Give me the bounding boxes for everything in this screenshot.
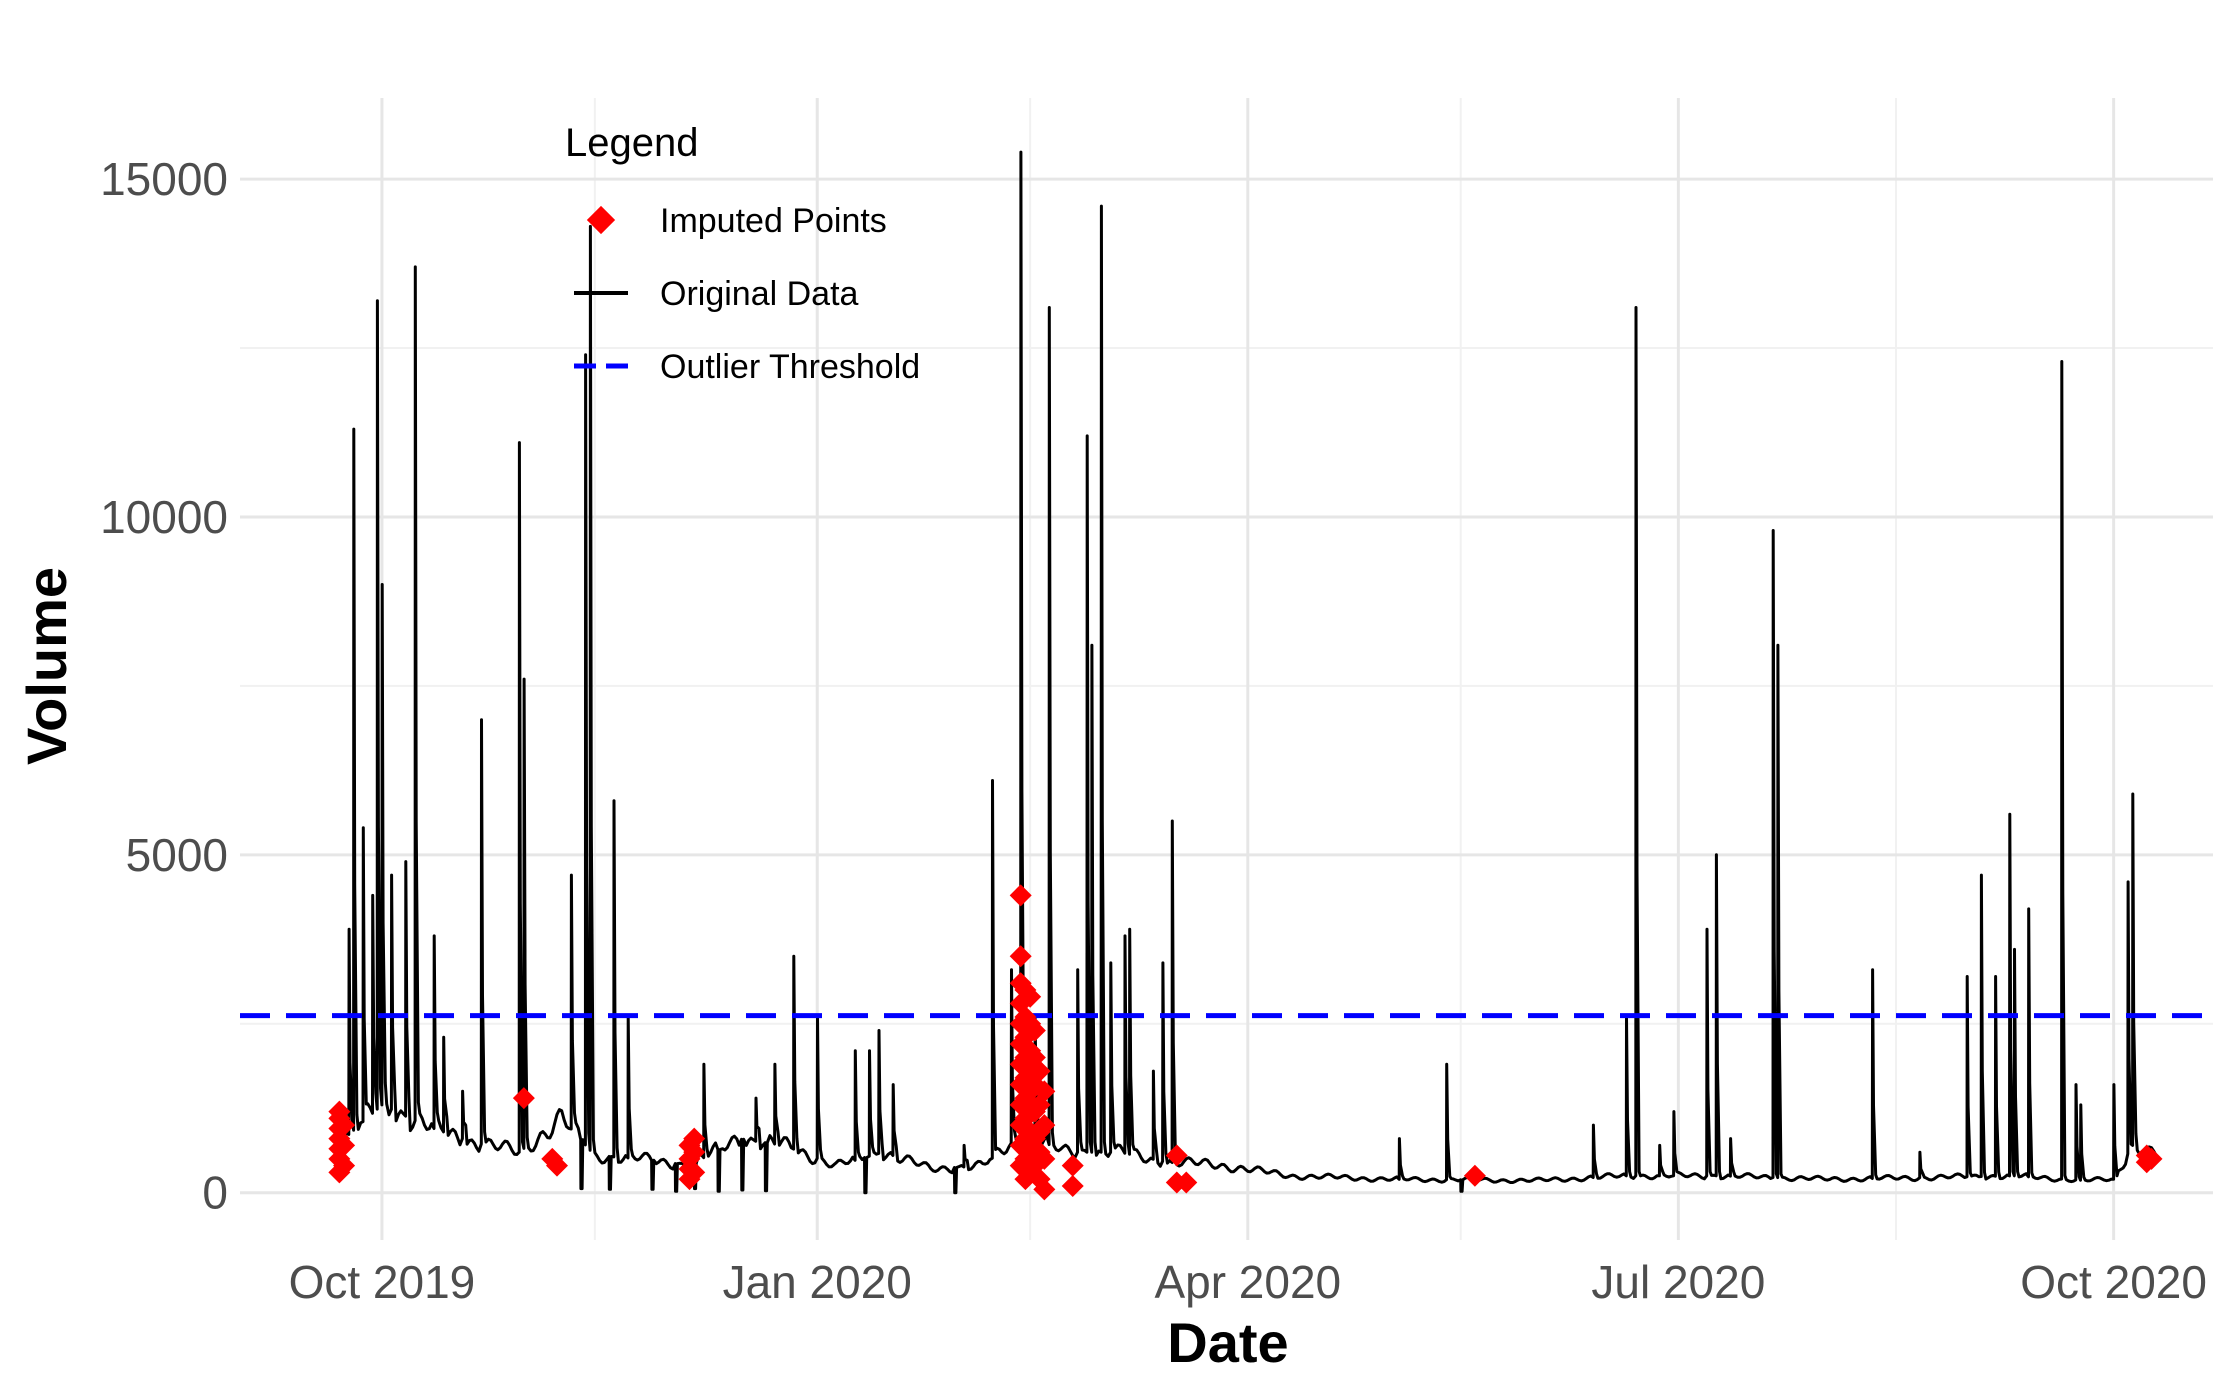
y-axis-title: Volume xyxy=(15,567,78,765)
imputed-point xyxy=(1061,1154,1084,1177)
imputed-point xyxy=(1023,1019,1046,1042)
x-axis-tick-labels: Oct 2019 Jan 2020 Apr 2020 Jul 2020 Oct 2020 xyxy=(289,1256,2207,1308)
original-data-line xyxy=(342,150,2158,1195)
imputed-point xyxy=(2140,1147,2163,1170)
y-tick-label: 15000 xyxy=(100,153,228,205)
y-tick-label: 10000 xyxy=(100,491,228,543)
imputed-point xyxy=(512,1087,535,1110)
y-axis-tick-labels: 0 5000 10000 15000 xyxy=(100,153,228,1219)
imputed-point xyxy=(1009,884,1032,907)
imputed-point xyxy=(1019,985,1042,1008)
x-tick-label: Jul 2020 xyxy=(1591,1256,1765,1308)
legend-label-imputed-points: Imputed Points xyxy=(660,202,887,240)
y-tick-label: 0 xyxy=(202,1167,228,1219)
x-tick-label: Oct 2020 xyxy=(2020,1256,2207,1308)
y-tick-label: 5000 xyxy=(126,829,228,881)
legend-item-original-data: Original Data xyxy=(574,275,859,313)
legend-label-original-data: Original Data xyxy=(660,275,859,313)
x-tick-label: Jan 2020 xyxy=(723,1256,912,1308)
minor-gridlines xyxy=(240,98,2213,1240)
imputed-point xyxy=(683,1161,706,1184)
imputed-point xyxy=(1033,1147,1056,1170)
legend-key-diamond xyxy=(586,205,616,235)
imputed-point xyxy=(1033,1114,1056,1137)
series-imputed-points xyxy=(328,884,2163,1201)
legend-label-outlier-threshold: Outlier Threshold xyxy=(660,348,920,386)
imputed-point xyxy=(683,1141,706,1164)
imputed-point xyxy=(1175,1171,1198,1194)
imputed-point xyxy=(1009,945,1032,968)
imputed-point xyxy=(333,1154,356,1177)
legend-item-outlier-threshold: Outlier Threshold xyxy=(574,348,920,386)
imputed-point xyxy=(1061,1174,1084,1197)
imputed-point xyxy=(1033,1080,1056,1103)
imputed-point xyxy=(546,1154,569,1177)
legend-title: Legend xyxy=(565,121,698,165)
major-gridlines xyxy=(240,98,2213,1240)
imputed-point xyxy=(1028,1060,1051,1083)
imputed-point xyxy=(333,1114,356,1137)
imputed-point xyxy=(333,1134,356,1157)
series-original-data xyxy=(342,150,2158,1195)
imputed-point xyxy=(1463,1164,1486,1187)
imputed-point xyxy=(1165,1144,1188,1167)
imputed-point xyxy=(683,1127,706,1150)
imputed-point xyxy=(1033,1178,1056,1201)
legend: Legend Imputed Points Original Data Outl… xyxy=(565,121,920,386)
x-axis-title: Date xyxy=(1167,1311,1288,1374)
x-tick-label: Oct 2019 xyxy=(289,1256,476,1308)
x-tick-label: Apr 2020 xyxy=(1154,1256,1341,1308)
legend-item-imputed-points: Imputed Points xyxy=(586,202,887,240)
